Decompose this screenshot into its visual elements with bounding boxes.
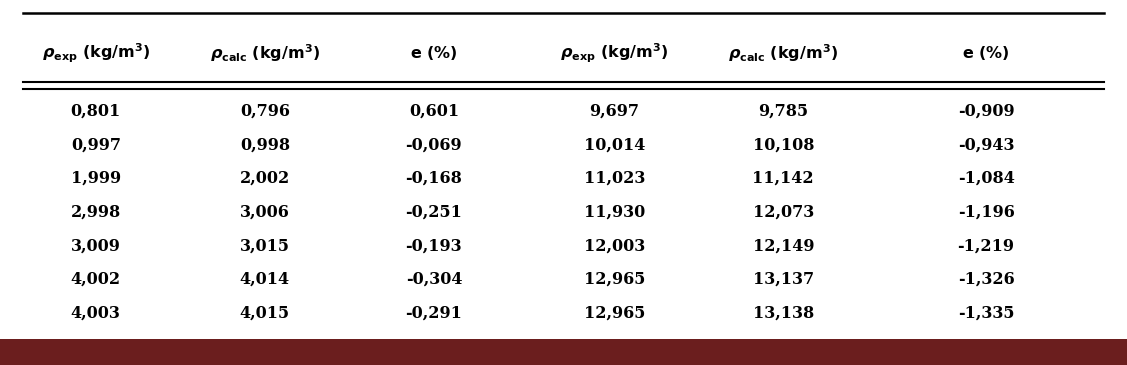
Text: $\boldsymbol{\rho}_{\mathbf{calc}}\ \mathbf{(kg/m^3)}$: $\boldsymbol{\rho}_{\mathbf{calc}}\ \mat… (728, 42, 838, 64)
Text: 12,965: 12,965 (584, 271, 645, 288)
Text: 13,137: 13,137 (753, 271, 814, 288)
Text: $\boldsymbol{\rho}_{\mathbf{exp}}\ \mathbf{(kg/m^3)}$: $\boldsymbol{\rho}_{\mathbf{exp}}\ \math… (42, 41, 150, 65)
Text: -1,335: -1,335 (958, 304, 1014, 321)
Bar (0, 339, 1127, 365)
Text: 2,998: 2,998 (71, 204, 121, 220)
Text: -0,251: -0,251 (406, 204, 462, 220)
Text: -0,193: -0,193 (406, 237, 462, 254)
Text: -1,326: -1,326 (958, 271, 1014, 288)
Text: 11,023: 11,023 (584, 170, 645, 187)
Text: -1,219: -1,219 (958, 237, 1014, 254)
Text: 3,015: 3,015 (240, 237, 290, 254)
Text: 0,796: 0,796 (240, 103, 290, 120)
Text: 11,142: 11,142 (753, 170, 814, 187)
Text: 2,002: 2,002 (240, 170, 290, 187)
Text: 4,014: 4,014 (240, 271, 290, 288)
Text: 10,108: 10,108 (753, 137, 814, 153)
Text: -0,304: -0,304 (406, 271, 462, 288)
Text: 9,785: 9,785 (758, 103, 808, 120)
Text: -1,196: -1,196 (958, 204, 1014, 220)
Text: 3,006: 3,006 (240, 204, 290, 220)
Text: $\mathbf{e\ (\%)}$: $\mathbf{e\ (\%)}$ (962, 44, 1010, 62)
Text: $\boldsymbol{\rho}_{\mathbf{calc}}\ \mathbf{(kg/m^3)}$: $\boldsymbol{\rho}_{\mathbf{calc}}\ \mat… (210, 42, 320, 64)
Text: 12,003: 12,003 (584, 237, 645, 254)
Text: $\mathbf{e\ (\%)}$: $\mathbf{e\ (\%)}$ (410, 44, 458, 62)
Text: 3,009: 3,009 (71, 237, 121, 254)
Text: 12,149: 12,149 (753, 237, 814, 254)
Text: -0,069: -0,069 (406, 137, 462, 153)
Text: -1,084: -1,084 (958, 170, 1014, 187)
Text: $\boldsymbol{\rho}_{\mathbf{exp}}\ \mathbf{(kg/m^3)}$: $\boldsymbol{\rho}_{\mathbf{exp}}\ \math… (560, 41, 668, 65)
Text: 0,801: 0,801 (71, 103, 121, 120)
Text: 4,015: 4,015 (240, 304, 290, 321)
Text: 11,930: 11,930 (584, 204, 645, 220)
Text: -0,291: -0,291 (406, 304, 462, 321)
Text: 10,014: 10,014 (584, 137, 645, 153)
Text: 0,601: 0,601 (409, 103, 459, 120)
Text: 9,697: 9,697 (589, 103, 639, 120)
Text: -0,909: -0,909 (958, 103, 1014, 120)
Text: 0,998: 0,998 (240, 137, 290, 153)
Text: 4,002: 4,002 (71, 271, 121, 288)
Text: 13,138: 13,138 (753, 304, 814, 321)
Text: 0,997: 0,997 (71, 137, 121, 153)
Text: 1,999: 1,999 (71, 170, 121, 187)
Text: 12,965: 12,965 (584, 304, 645, 321)
Text: -0,168: -0,168 (406, 170, 462, 187)
Text: 12,073: 12,073 (753, 204, 814, 220)
Text: -0,943: -0,943 (958, 137, 1014, 153)
Text: 4,003: 4,003 (71, 304, 121, 321)
